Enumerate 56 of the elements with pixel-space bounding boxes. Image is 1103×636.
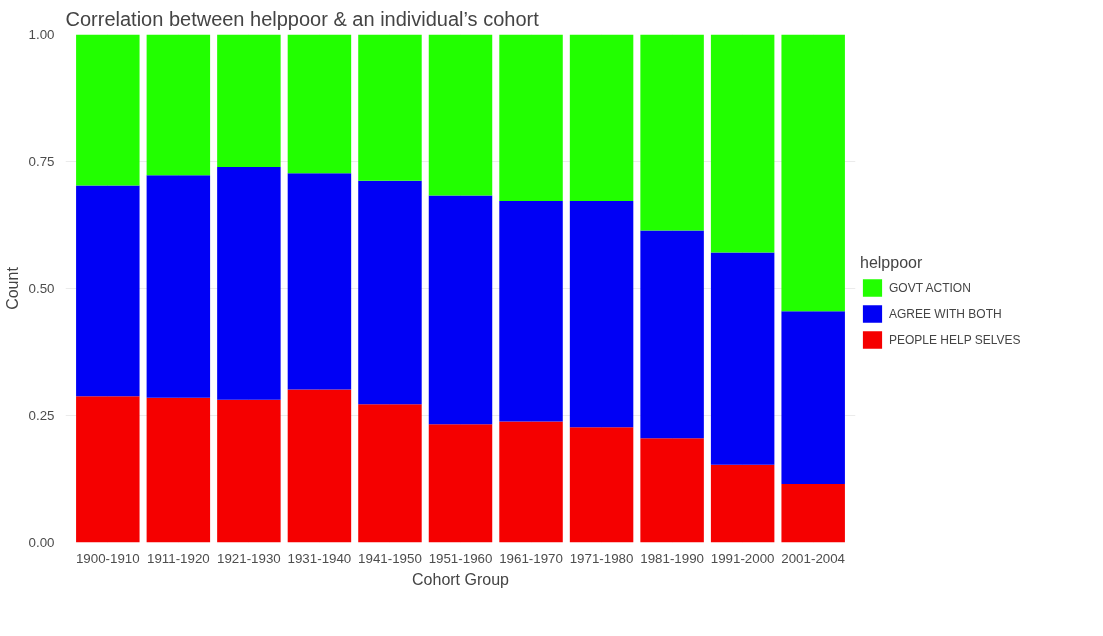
bar: [569, 34, 634, 202]
bar: [217, 167, 281, 400]
bar: [710, 464, 775, 543]
bar: [76, 34, 140, 186]
bar: [287, 34, 352, 174]
bar: [358, 404, 422, 543]
bar: [569, 201, 634, 428]
bar: [499, 421, 563, 543]
bar: [76, 185, 140, 397]
bar: [640, 438, 704, 543]
bar: [781, 311, 845, 485]
bar: [710, 252, 775, 465]
bar: [217, 34, 281, 168]
bar: [781, 34, 845, 312]
y-tick-label: 1.00: [28, 27, 55, 42]
y-tick-label: 0.50: [28, 281, 55, 296]
x-tick-label: 1931-1940: [287, 550, 352, 566]
bar: [358, 180, 422, 405]
legend-title: helppoor: [860, 253, 924, 272]
y-tick-label: 0.00: [28, 535, 55, 550]
bar: [358, 34, 422, 181]
bar: [710, 34, 775, 253]
x-tick-label: 1921-1930: [217, 550, 281, 566]
x-tick-label: 2001-2004: [781, 550, 846, 566]
y-tick-label: 0.75: [28, 154, 55, 169]
x-tick-label: 1971-1980: [569, 550, 634, 566]
bar: [640, 230, 704, 439]
bar: [146, 34, 211, 176]
bar: [640, 34, 704, 231]
legend-label: PEOPLE HELP SELVES: [889, 332, 1021, 347]
bar: [428, 424, 493, 543]
legend-label: AGREE WITH BOTH: [889, 306, 1002, 321]
bar: [428, 195, 493, 425]
bar: [287, 389, 352, 543]
chart-title: Correlation between helppoor & an individual’s cohort: [65, 7, 540, 30]
x-axis-title: Cohort Group: [412, 570, 510, 588]
bar: [569, 427, 634, 543]
bar: [146, 175, 211, 398]
x-tick-label: 1961-1970: [499, 550, 563, 566]
x-tick-label: 1911-1920: [146, 550, 210, 566]
bar: [781, 484, 845, 543]
y-tick-label: 0.25: [28, 408, 55, 423]
bar: [428, 34, 493, 196]
bar: [499, 201, 563, 422]
bar: [76, 396, 140, 543]
legend-label: GOVT ACTION: [889, 280, 971, 295]
x-tick-label: 1981-1990: [640, 550, 704, 566]
x-tick-label: 1941-1950: [358, 550, 422, 566]
y-axis-title: Count: [3, 266, 21, 310]
x-tick-label: 1951-1960: [428, 550, 493, 566]
x-tick-label: 1900-1910: [75, 550, 140, 566]
bar: [287, 173, 352, 390]
bar: [217, 399, 281, 543]
bar: [499, 34, 563, 202]
bar: [146, 397, 211, 543]
x-tick-label: 1991-2000: [710, 550, 775, 566]
